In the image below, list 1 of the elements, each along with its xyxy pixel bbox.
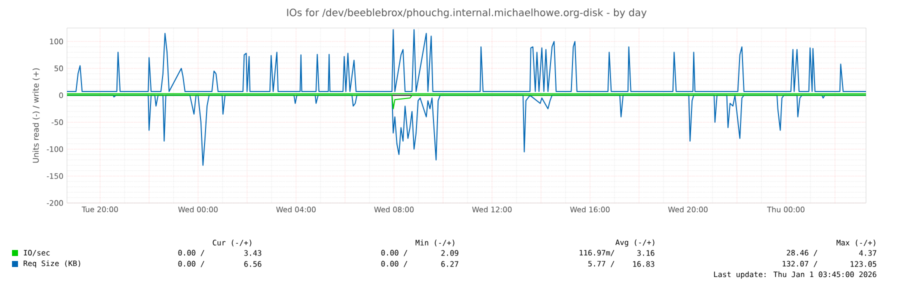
chart-title: IOs for /dev/beeblebrox/phouchg.internal.michaelhowe.org-disk - by day xyxy=(287,8,647,18)
